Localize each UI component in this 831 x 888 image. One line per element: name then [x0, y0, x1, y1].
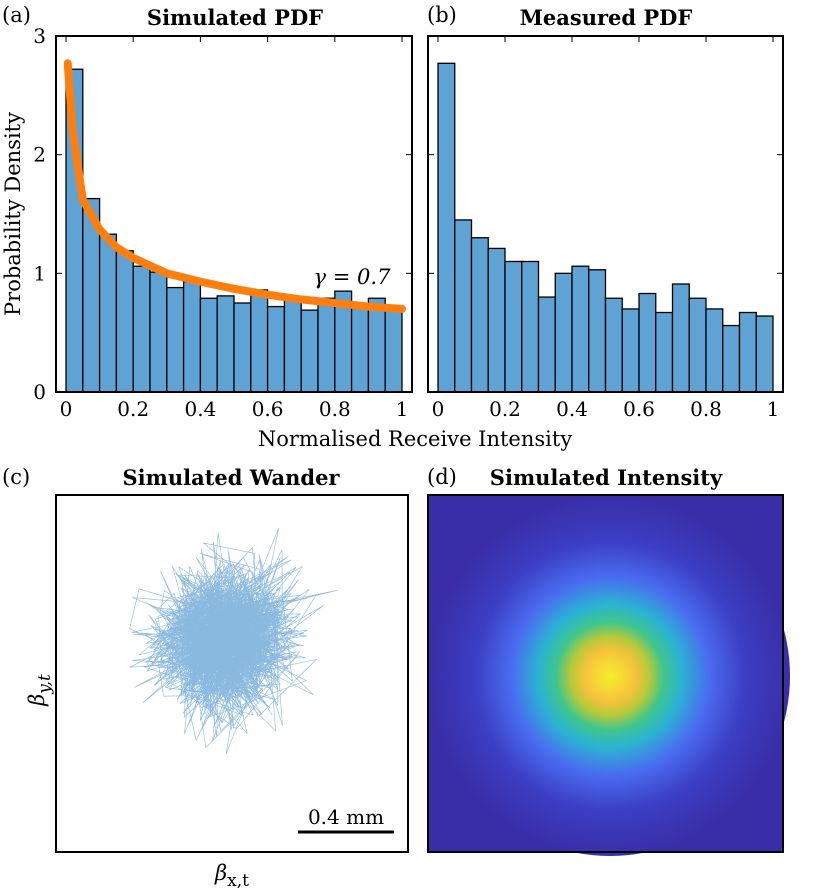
histogram-bar	[705, 308, 724, 393]
histogram-bar	[738, 311, 757, 393]
histogram-bar	[655, 311, 674, 393]
y-tick-label: 3	[33, 24, 46, 48]
histogram-bar	[384, 309, 403, 393]
y-tick-label: 1	[33, 261, 46, 285]
panel-d: (d) Simulated Intensity	[427, 465, 790, 856]
histogram-bar	[317, 297, 336, 393]
panel-b: (b) Measured PDF 0 0.2 0.4 0.6 0.8 1	[427, 3, 784, 421]
panel-a: (a) Simulated PDF γ = 0.7 0 0.2 0.4 0.6 0.8 1…	[1, 3, 413, 421]
histogram-bar	[571, 265, 590, 393]
panel-c-title: Simulated Wander	[122, 465, 340, 490]
x-tick-label: 1	[767, 397, 780, 421]
panel-a-frame	[55, 35, 413, 393]
histogram-bar	[671, 283, 690, 393]
panel-b-frame	[427, 35, 784, 393]
histogram-bar	[233, 302, 252, 393]
x-tick-label: 0.8	[690, 397, 722, 421]
y-tick-label: 0	[33, 380, 46, 404]
histogram-bar	[132, 265, 151, 393]
histogram-bar	[216, 295, 235, 393]
histogram-bar	[537, 296, 556, 393]
panel-a-bars	[65, 68, 403, 393]
histogram-bar	[250, 289, 269, 393]
y-tick-label: 2	[33, 143, 46, 167]
histogram-bar	[367, 297, 386, 393]
histogram-bar	[487, 247, 506, 393]
x-tick-label: 0.2	[117, 397, 149, 421]
panel-a-label: (a)	[2, 3, 31, 27]
histogram-bar	[166, 286, 185, 393]
wander-line	[129, 527, 338, 754]
histogram-bar	[504, 260, 523, 393]
x-tick-label: 0.8	[319, 397, 351, 421]
panel-c: (c) Simulated Wander 0.4 mm βx,t βy,t	[2, 465, 409, 888]
x-tick-label: 0.6	[252, 397, 284, 421]
histogram-bar	[604, 297, 623, 393]
histogram-bar	[521, 260, 540, 393]
panel-c-x-label: βx,t	[214, 861, 249, 888]
x-tick-label: 0.4	[556, 397, 588, 421]
panel-c-label: (c)	[2, 465, 30, 489]
panel-c-wander-trace	[129, 527, 338, 754]
panel-a-axes: 0 0.2 0.4 0.6 0.8 1 0 1 2 3	[33, 24, 412, 421]
histogram-bar	[454, 219, 473, 393]
x-tick-label: 0.6	[623, 397, 655, 421]
histogram-bar	[755, 315, 774, 393]
panel-b-axes: 0 0.2 0.4 0.6 0.8 1	[428, 35, 783, 421]
x-tick-label: 0.4	[184, 397, 216, 421]
x-tick-label: 1	[396, 397, 409, 421]
panel-b-bars	[437, 62, 774, 393]
histogram-bar	[199, 297, 218, 393]
histogram-bar	[588, 269, 607, 393]
histogram-bar	[688, 297, 707, 393]
panel-d-frame	[427, 494, 784, 853]
histogram-bar	[182, 280, 202, 393]
scale-bar-label: 0.4 mm	[308, 805, 384, 829]
x-tick-label: 0.2	[489, 397, 521, 421]
histogram-bar	[98, 233, 118, 393]
histogram-bar	[149, 271, 168, 393]
x-axis-label: Normalised Receive Intensity	[258, 427, 573, 451]
histogram-bar	[437, 62, 456, 393]
x-tick-label: 0	[60, 397, 73, 421]
histogram-bar	[283, 298, 302, 393]
panel-d-title: Simulated Intensity	[490, 465, 723, 490]
histogram-bar	[638, 292, 657, 393]
histogram-bar	[621, 308, 640, 393]
panel-b-title: Measured PDF	[520, 5, 693, 30]
heatmap-spot	[430, 496, 790, 856]
histogram-bar	[266, 305, 286, 393]
panel-c-y-label: βy,t	[25, 674, 55, 707]
x-tick-label: 0	[432, 397, 445, 421]
panel-b-label: (b)	[427, 3, 457, 27]
y-axis-label: Probability Density	[1, 112, 25, 316]
panel-d-label: (d)	[427, 465, 457, 489]
histogram-bar	[350, 305, 370, 393]
histogram-bar	[554, 272, 573, 393]
histogram-bar	[115, 250, 134, 393]
histogram-bar	[722, 324, 741, 393]
panel-a-fit-line	[63, 59, 406, 313]
histogram-bar	[300, 309, 319, 393]
panel-a-annotation: γ = 0.7	[314, 265, 392, 289]
panel-a-title: Simulated PDF	[147, 5, 323, 30]
panel-c-frame	[55, 494, 409, 853]
histogram-bar	[470, 237, 489, 393]
